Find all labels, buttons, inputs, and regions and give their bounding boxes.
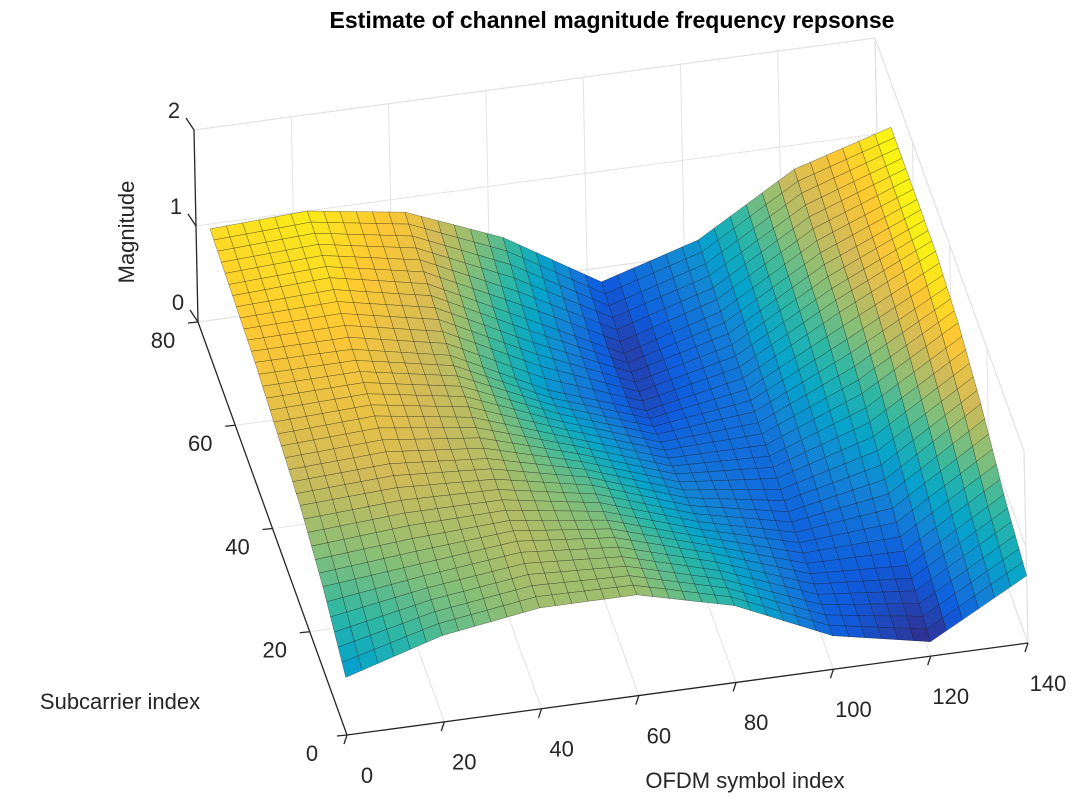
z-tick <box>185 117 195 131</box>
z-tick-label: 0 <box>172 290 184 315</box>
axes: 0 20 40 60 80 100 120 140 0 20 40 60 80 0 1 2 <box>151 98 1067 788</box>
x-tick <box>1024 642 1029 653</box>
x-tick <box>440 721 445 732</box>
grid-line <box>193 37 876 131</box>
y-tick <box>336 734 348 737</box>
y-tick <box>225 424 236 427</box>
y-axis-label: Subcarrier index <box>40 689 200 714</box>
x-tick-label: 120 <box>932 684 969 709</box>
y-tick <box>299 631 310 634</box>
y-tick <box>187 321 199 324</box>
x-tick <box>635 695 640 705</box>
grid-line <box>874 37 1025 452</box>
surface <box>209 126 1027 678</box>
y-tick-label: 20 <box>263 638 287 663</box>
x-axis <box>346 642 1029 736</box>
y-tick-label: 0 <box>306 741 318 766</box>
x-tick-label: 80 <box>744 710 768 735</box>
grid-line <box>195 133 878 227</box>
x-tick-label: 20 <box>452 750 476 775</box>
z-tick <box>187 213 197 227</box>
z-tick <box>189 309 199 323</box>
z-tick-label: 1 <box>170 194 182 219</box>
x-tick-label: 40 <box>549 737 573 762</box>
surface-patch <box>341 655 363 678</box>
z-axis-label: Magnitude <box>114 181 139 284</box>
x-tick <box>927 655 932 666</box>
chart-title: Estimate of channel magnitude frequency … <box>330 7 895 33</box>
y-tick-label: 60 <box>188 431 212 456</box>
x-tick <box>829 669 835 679</box>
y-tick <box>262 527 273 531</box>
x-tick-label: 60 <box>647 723 671 748</box>
y-tick-label: 40 <box>225 534 249 559</box>
x-tick-label: 0 <box>361 763 373 788</box>
x-axis-label: OFDM symbol index <box>645 768 844 793</box>
z-tick-label: 2 <box>168 98 180 123</box>
x-tick <box>732 682 737 692</box>
x-tick <box>343 734 348 745</box>
y-tick-label: 80 <box>151 328 175 353</box>
x-tick-label: 100 <box>835 697 872 722</box>
x-tick-label: 140 <box>1030 671 1067 696</box>
x-tick <box>537 708 543 718</box>
